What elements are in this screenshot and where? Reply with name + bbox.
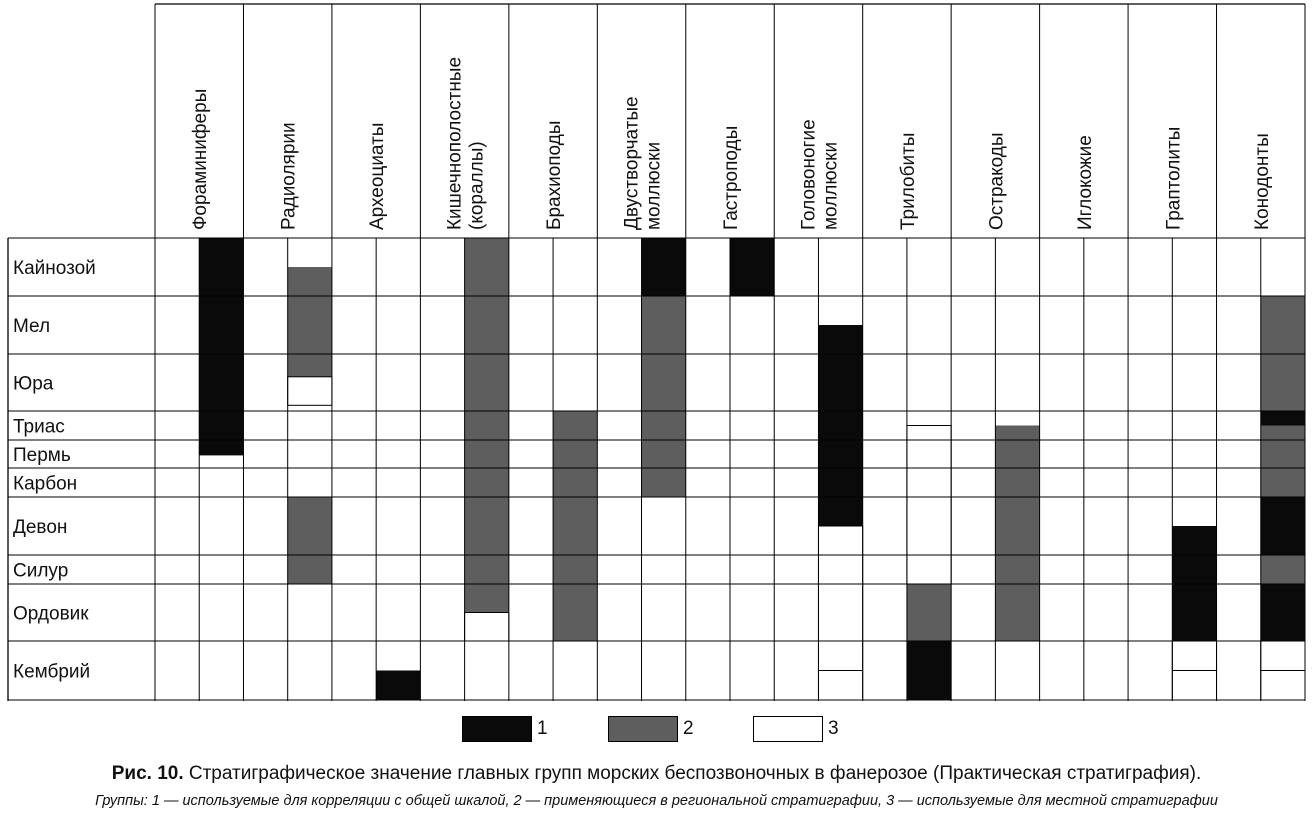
range-bar-9 [641, 296, 686, 497]
group-header-10-line-0: Иглокожие [1075, 135, 1096, 230]
group-header-3-line-1: (кораллы) [467, 141, 488, 230]
group-header-4-line-0: Брахиоподы [544, 121, 565, 230]
group-header-5-line-1: моллюски [644, 142, 665, 230]
range-bar-23 [1260, 425, 1305, 497]
period-label-4: Пермь [13, 445, 71, 466]
legend-swatch-1 [462, 716, 532, 742]
period-label-1: Мел [13, 316, 50, 337]
group-header-6-line-0: Гастроподы [721, 126, 742, 230]
range-bar-24 [1260, 497, 1305, 555]
range-bar-14 [906, 425, 952, 585]
range-bar-28 [1260, 670, 1306, 701]
range-bar-13 [817, 670, 864, 701]
period-label-2: Юра [13, 374, 54, 395]
range-bar-1 [287, 267, 332, 377]
legend-label-1: 1 [537, 718, 548, 739]
stratigraphy-chart: Кайнозой Мел Юра Триас Пермь Карбон Девон Силур… [7, 3, 1306, 701]
figure-note: Группы: 1 — используемые для корреляции … [95, 793, 1218, 809]
group-header-12-line-0: Конодонты [1252, 133, 1273, 230]
group-header-3-line-0: Кишечнополостные [445, 57, 466, 230]
range-bar-6 [464, 612, 510, 642]
range-bar-7 [553, 411, 598, 641]
group-header-5-line-0: Двустворчатые [622, 96, 643, 230]
group-header-7-line-1: моллюски [820, 142, 841, 230]
range-bar-11 [818, 325, 863, 526]
period-label-8: Ордовик [13, 604, 89, 625]
figure-number: Рис. 10. [111, 763, 184, 784]
figure-title: Стратиграфическое значение главных групп… [183, 763, 1202, 784]
range-bar-10 [730, 238, 775, 296]
range-bar-5 [464, 238, 509, 613]
range-bar-12 [817, 525, 864, 671]
range-bar-2 [287, 376, 333, 406]
range-bar-25 [1260, 555, 1305, 584]
group-header-0-line-0: Фораминиферы [190, 89, 211, 230]
figure-caption: Рис. 10. Стратиграфическое значение глав… [0, 763, 1313, 785]
range-bar-22 [1260, 411, 1305, 426]
range-bar-3 [287, 497, 332, 584]
group-header-7-line-0: Головоногие [798, 119, 819, 230]
group-header-8-line-0: Трилобиты [898, 133, 919, 230]
range-bar-19 [1171, 640, 1218, 671]
period-label-9: Кембрий [13, 662, 90, 683]
group-header-11-line-0: Граптолиты [1163, 127, 1184, 230]
range-bar-0 [199, 238, 244, 456]
period-label-7: Силур [13, 561, 68, 582]
range-bar-27 [1260, 640, 1306, 671]
period-label-0: Кайнозой [13, 258, 96, 279]
period-label-5: Карбон [13, 474, 77, 495]
period-label-6: Девон [13, 517, 67, 538]
range-bar-15 [906, 584, 952, 641]
group-header-2-line-0: Археоциаты [367, 123, 388, 230]
legend-swatch-2 [608, 716, 678, 742]
group-header-9-line-0: Остракоды [986, 132, 1007, 230]
legend: 1 2 3 [0, 714, 1313, 748]
group-header-1-line-0: Радиолярии [279, 122, 300, 230]
legend-label-2: 2 [683, 718, 694, 739]
range-bar-4 [376, 670, 421, 700]
period-label-3: Триас [13, 417, 65, 438]
range-bar-20 [1171, 670, 1218, 701]
legend-label-3: 3 [828, 718, 839, 739]
range-bar-16 [906, 641, 952, 700]
range-bar-26 [1260, 584, 1305, 641]
legend-swatch-3 [753, 716, 823, 742]
range-bar-8 [641, 238, 686, 296]
range-bar-17 [995, 425, 1040, 641]
